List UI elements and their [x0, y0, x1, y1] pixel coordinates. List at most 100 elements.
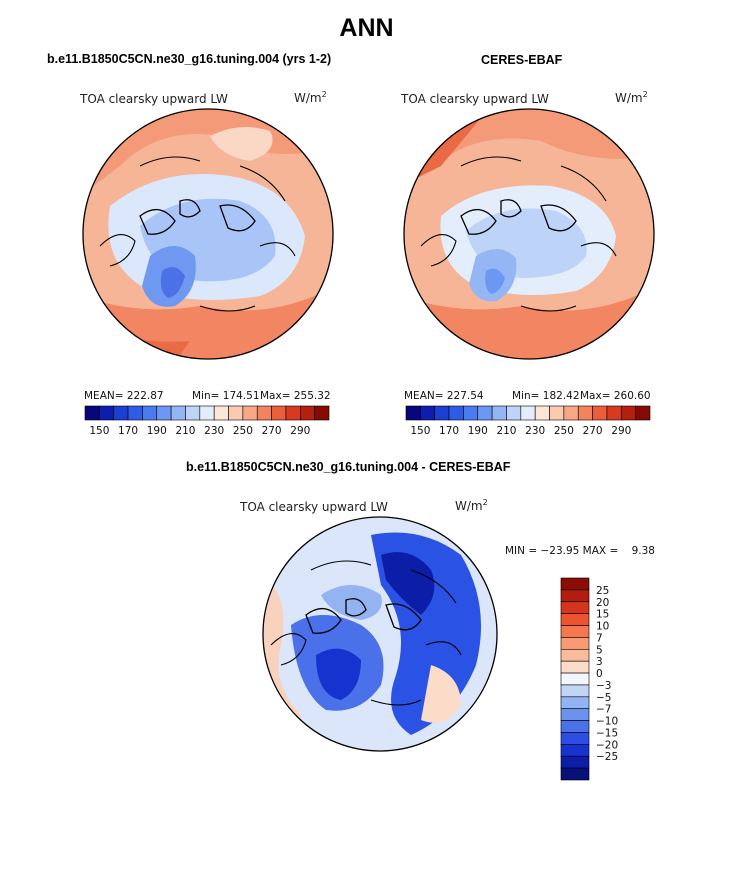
diff-colorbar-swatch — [560, 648, 590, 662]
diff-colorbar-swatch — [560, 720, 590, 733]
obs-colorbar-tick: 150 — [410, 425, 430, 437]
diff-colorbar-tick: 0 — [596, 668, 603, 680]
model-colorbar-swatch — [84, 405, 100, 421]
model-colorbar-tick: 170 — [118, 425, 138, 437]
diff-coastlines — [305, 598, 422, 634]
obs-colorbar-swatch — [620, 405, 636, 421]
diff-colorbar-tick: −25 — [596, 751, 618, 763]
model-map-border — [82, 108, 334, 360]
diff-colorbar-swatch — [560, 637, 590, 650]
diff-colorbar-swatch — [560, 732, 590, 745]
diff-colorbar-tick: 7 — [596, 632, 603, 644]
obs-variable-label: TOA clearsky upward LW — [401, 92, 549, 106]
diff-colorbar-swatch — [560, 672, 590, 686]
obs-colorbar-swatch — [463, 405, 479, 421]
diff-colorbar-swatch — [560, 708, 590, 721]
obs-colorbar-swatch — [506, 405, 522, 421]
diff-colorbar-swatch — [560, 684, 590, 698]
obs-colorbar-tick: 210 — [496, 425, 516, 437]
obs-colorbar-swatch — [520, 405, 536, 421]
model-colorbar-swatch — [156, 405, 172, 421]
model-colorbar-tick: 150 — [89, 425, 109, 437]
diff-darkest-blue — [381, 552, 435, 615]
diff-colorbar-swatch — [560, 577, 590, 591]
diff-mid-blue-patch — [321, 585, 382, 620]
model-subtitle: b.e11.B1850C5CN.ne30_g16.tuning.004 (yrs… — [47, 52, 332, 66]
obs-subtitle: CERES-EBAF — [481, 53, 563, 67]
diff-colorbar-tick: 20 — [596, 597, 609, 609]
diff-colorbar-tick: −20 — [596, 739, 618, 751]
diff-colorbar-swatch — [560, 601, 590, 614]
diff-map-border — [262, 516, 498, 752]
diff-polar-map — [262, 516, 498, 752]
model-colorbar-swatch — [242, 405, 258, 421]
diff-warm-patch-se — [421, 665, 461, 723]
model-colorbar-tick: 290 — [290, 425, 310, 437]
model-colorbar-swatch — [213, 405, 229, 421]
model-coastlines-outer — [99, 156, 296, 312]
model-colorbar-swatch — [285, 405, 301, 421]
page-title: ANN — [339, 14, 394, 42]
obs-colorbar-swatch — [577, 405, 593, 421]
model-units-label: W/m2 — [294, 90, 327, 105]
model-warm-band-north — [83, 109, 333, 196]
obs-colorbar-swatch — [563, 405, 579, 421]
model-mean: MEAN= 222.87 — [84, 390, 164, 402]
diff-colorbar-tick: −15 — [596, 727, 618, 739]
obs-colorbar-swatch — [635, 405, 651, 421]
model-colorbar: 150 170 190 210 230 250 270 290 — [84, 405, 330, 437]
diff-units-label: W/m2 — [455, 498, 488, 513]
obs-mean: MEAN= 227.54 — [404, 390, 484, 402]
model-colorbar-swatch — [185, 405, 201, 421]
diff-colorbar-tick: 10 — [596, 621, 609, 633]
diff-colorbar-tick: −3 — [596, 680, 611, 692]
model-colorbar-swatch — [99, 405, 115, 421]
model-colorbar-tick: 210 — [175, 425, 195, 437]
model-colorbar-swatch — [142, 405, 158, 421]
diff-colorbar-swatch — [560, 660, 590, 674]
obs-map-border — [403, 108, 655, 360]
obs-colorbar-swatch — [549, 405, 565, 421]
model-colorbar-swatch — [299, 405, 315, 421]
obs-colorbar-swatch — [448, 405, 464, 421]
model-polar-map — [82, 108, 334, 360]
diff-subtitle: b.e11.B1850C5CN.ne30_g16.tuning.004 - CE… — [186, 460, 511, 474]
model-colorbar-swatch — [228, 405, 244, 421]
obs-colorbar-swatch — [477, 405, 493, 421]
obs-colorbar-swatch — [434, 405, 450, 421]
diff-colorbar-tick: −10 — [596, 716, 618, 728]
diff-colorbar-swatch — [560, 613, 590, 626]
obs-greenland-core — [485, 268, 505, 294]
diff-colorbar-tick: 25 — [596, 585, 609, 597]
model-colorbar-swatch — [127, 405, 143, 421]
diff-colorbar-tick: 5 — [596, 644, 603, 656]
obs-coastlines-outer — [420, 156, 617, 312]
model-coastlines — [139, 199, 256, 235]
diff-colorbar-tick: −5 — [596, 692, 611, 704]
obs-colorbar-swatch — [592, 405, 608, 421]
diff-colorbar-swatch — [560, 696, 590, 710]
model-colorbar-swatch — [271, 405, 287, 421]
diff-coastlines-outer — [270, 560, 462, 706]
diff-variable-label: TOA clearsky upward LW — [240, 500, 388, 514]
obs-colorbar-swatch — [491, 405, 507, 421]
model-min: Min= 174.51 — [192, 390, 260, 402]
model-max: Max= 255.32 — [260, 390, 331, 402]
diff-colorbar-tick: −7 — [596, 704, 611, 716]
diff-colorbar-swatch — [560, 755, 590, 769]
obs-colorbar-tick: 230 — [525, 425, 545, 437]
model-colorbar-tick: 250 — [233, 425, 253, 437]
diff-colorbar-swatch — [560, 767, 590, 781]
obs-coastlines — [460, 199, 577, 235]
obs-colorbar-swatch — [534, 405, 550, 421]
obs-colorbar-tick: 250 — [554, 425, 574, 437]
obs-colorbar-swatch — [405, 405, 421, 421]
obs-colorbar-tick: 170 — [439, 425, 459, 437]
diff-greenland-blue — [316, 648, 361, 700]
model-colorbar-tick: 270 — [262, 425, 282, 437]
diff-colorbar-swatch — [560, 625, 590, 638]
model-colorbar-swatch — [199, 405, 215, 421]
obs-units-label: W/m2 — [615, 90, 648, 105]
model-colorbar-tick: 190 — [147, 425, 167, 437]
model-colorbar-swatch — [170, 405, 186, 421]
